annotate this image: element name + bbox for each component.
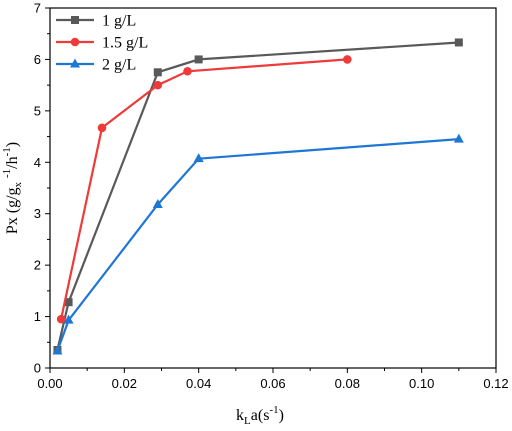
legend-item: 1.5 g/L — [56, 35, 148, 52]
series-2-g-l — [52, 133, 464, 355]
data-point — [52, 345, 63, 355]
data-point — [193, 153, 204, 163]
legend-label: 1 g/L — [102, 13, 136, 30]
y-axis-label: Px (g/gx -1/h-1) — [1, 142, 24, 234]
legend: 1 g/L 1.5 g/L 2 g/L — [56, 13, 148, 74]
data-point — [343, 55, 352, 64]
data-point — [454, 38, 463, 47]
x-tick-label: 0.12 — [483, 376, 508, 391]
series-line — [60, 58, 348, 320]
y-tick-label: 6 — [34, 52, 41, 67]
x-axis-label: kLa(s-1) — [236, 404, 284, 427]
data-point — [183, 66, 192, 76]
y-tick-label: 0 — [34, 361, 41, 376]
legend-label: 2 g/L — [102, 57, 136, 74]
x-tick-label: 0.04 — [186, 376, 211, 391]
data-point — [453, 133, 464, 143]
y-tick-label: 7 — [34, 1, 41, 16]
x-tick-label: 0.00 — [37, 376, 62, 391]
series-layer — [52, 38, 464, 355]
x-tick-label: 0.02 — [112, 376, 137, 391]
data-point — [63, 314, 74, 324]
legend-label: 1.5 g/L — [102, 35, 148, 52]
legend-item: 1 g/L — [56, 13, 136, 30]
x-axis: 0.00 0.02 0.04 0.06 0.08 0.10 0.12 — [37, 368, 509, 391]
x-tick-label: 0.08 — [335, 376, 360, 391]
data-point — [97, 123, 107, 133]
y-tick-label: 1 — [34, 309, 41, 324]
data-point — [194, 55, 203, 64]
series-line — [56, 138, 459, 352]
y-tick-label: 3 — [34, 206, 41, 221]
y-tick-label: 5 — [34, 103, 41, 118]
series-1-g-l — [53, 38, 463, 354]
legend-marker — [71, 16, 79, 24]
series-1-5-g-l — [56, 55, 352, 324]
data-point — [153, 68, 162, 77]
data-point — [152, 198, 163, 208]
data-point — [153, 80, 163, 90]
legend-item: 2 g/L — [56, 57, 136, 74]
y-tick-label: 2 — [34, 258, 41, 273]
legend-marker — [70, 58, 80, 68]
series-line — [56, 41, 459, 351]
data-point — [56, 314, 66, 324]
x-tick-label: 0.10 — [409, 376, 434, 391]
data-point — [64, 298, 73, 307]
y-axis: 0 1 2 3 4 5 6 7 — [34, 1, 50, 376]
y-tick-label: 4 — [34, 155, 41, 170]
x-tick-label: 0.06 — [260, 376, 285, 391]
legend-marker — [70, 37, 80, 47]
